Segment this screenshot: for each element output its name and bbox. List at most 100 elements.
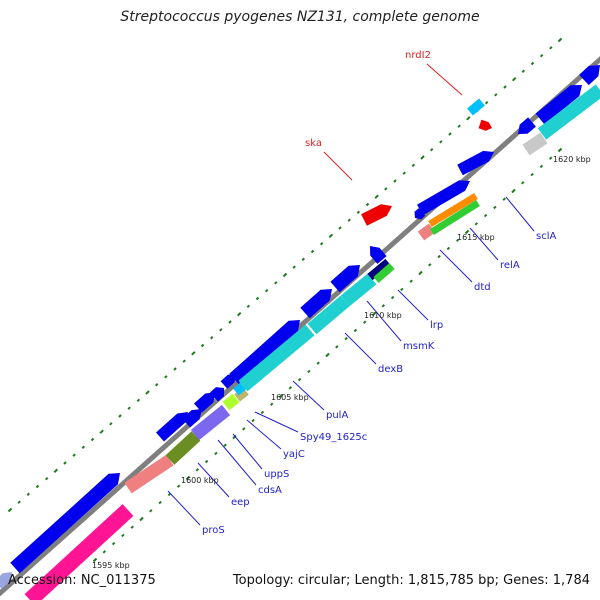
- rna-nrdi2-a[interactable]: [467, 98, 485, 116]
- outer-tick: [228, 320, 232, 324]
- gene-label-cdsa[interactable]: cdsA: [258, 485, 282, 496]
- outer-tick: [439, 140, 443, 144]
- outer-tick: [191, 351, 196, 356]
- gene-arrow-inner[interactable]: [428, 193, 478, 227]
- inner-tick: [130, 525, 134, 529]
- gene-label-pros[interactable]: proS: [202, 525, 225, 536]
- gene-arrow-outer[interactable]: [518, 117, 536, 134]
- gene-arrow-outer[interactable]: [414, 208, 426, 220]
- gene-arrow-outer[interactable]: [156, 412, 188, 442]
- inner-tick: [455, 238, 460, 242]
- gene-arrow-outer[interactable]: [457, 150, 494, 176]
- outer-tick: [338, 226, 342, 230]
- gene-arrow-outer[interactable]: [370, 246, 387, 264]
- outer-tick: [35, 484, 40, 489]
- gene-arrow-inner[interactable]: [373, 263, 395, 283]
- outer-tick: [173, 367, 177, 371]
- gene-arrow-inner[interactable]: [165, 431, 201, 465]
- gene-arrow-outer[interactable]: [210, 387, 224, 402]
- gene-arrow-outer[interactable]: [0, 572, 12, 589]
- inner-tick: [307, 369, 311, 374]
- outer-tick: [17, 500, 21, 504]
- outer-tick: [292, 265, 296, 269]
- gene-label-yajc[interactable]: yajC: [283, 449, 305, 460]
- gene-label-lrp[interactable]: lrp: [430, 320, 443, 331]
- outer-tick: [521, 69, 526, 74]
- gene-label-nrdi2[interactable]: nrdI2: [405, 50, 431, 61]
- inner-tick: [102, 550, 107, 554]
- gene-arrow-inner[interactable]: [238, 324, 315, 392]
- gene-arrow-outer[interactable]: [579, 65, 600, 86]
- outer-tick: [549, 46, 553, 50]
- gene-arrow-outer[interactable]: [220, 374, 236, 389]
- scale-label: 1610 kbp: [364, 311, 402, 320]
- gene-arrow-outer[interactable]: [229, 320, 300, 385]
- scale-labels: 1595 kbp 1600 kbp 1605 kbp 1610 kbp 1615 kbp…: [92, 155, 591, 570]
- outer-tick: [347, 218, 351, 222]
- inner-tick: [437, 254, 441, 259]
- gene-arrow-outer[interactable]: [10, 473, 120, 574]
- outer-tick: [429, 147, 434, 152]
- scale-label: 1595 kbp: [92, 561, 130, 570]
- inner-tick: [195, 468, 200, 472]
- leader-line: [232, 433, 263, 470]
- inner-tick: [493, 205, 497, 210]
- outer-tick: [264, 288, 269, 293]
- gene-label-scla[interactable]: sclA: [536, 231, 556, 242]
- scale-label: 1600 kbp: [181, 476, 219, 485]
- gene-arrow-outer[interactable]: [194, 392, 216, 413]
- outer-tick: [466, 116, 471, 121]
- gene-arrow-inner[interactable]: [522, 132, 548, 156]
- gene-arrow-outer[interactable]: [182, 409, 202, 428]
- outer-tick: [26, 492, 31, 497]
- outer-tick: [246, 304, 251, 309]
- inner-tick: [260, 410, 265, 415]
- gene-arrow-outer[interactable]: [300, 289, 332, 319]
- gene-label-upps[interactable]: uppS: [264, 469, 289, 480]
- gene-label-spy49_1625c[interactable]: Spy49_1625c: [300, 432, 367, 443]
- gene-arrow-inner[interactable]: [124, 454, 174, 494]
- gene-label-dtd[interactable]: dtd: [474, 282, 491, 293]
- gene-arrow-inner[interactable]: [234, 387, 249, 402]
- inner-tick: [353, 328, 358, 333]
- gene-arrow-inner[interactable]: [430, 200, 480, 235]
- gene-arrow-inner[interactable]: [340, 273, 377, 307]
- gene-label-rela[interactable]: relA: [500, 260, 520, 271]
- gene-arrow-inner[interactable]: [233, 382, 246, 396]
- gene-arrow-inner[interactable]: [417, 223, 436, 241]
- gene-label-dexb[interactable]: dexB: [378, 364, 403, 375]
- gene-features[interactable]: [0, 65, 600, 600]
- outer-tick: [109, 422, 113, 426]
- leader-line: [323, 151, 353, 181]
- gene-label-msmk[interactable]: msmK: [403, 341, 435, 352]
- inner-tick: [278, 393, 284, 399]
- outer-tick: [365, 202, 370, 207]
- inner-tick: [474, 222, 479, 226]
- outer-tick: [136, 398, 141, 403]
- gene-arrow-inner[interactable]: [190, 404, 231, 441]
- outer-tick: [236, 311, 242, 317]
- gene-arrow-inner[interactable]: [367, 258, 391, 281]
- outer-tick: [63, 461, 67, 465]
- outer-tick: [328, 233, 334, 239]
- gene-arrow-inner[interactable]: [222, 393, 240, 411]
- inner-tick: [362, 320, 367, 324]
- gene-arrow-outer[interactable]: [417, 180, 470, 216]
- gene-arrow-inner[interactable]: [307, 295, 350, 335]
- gene-label-ska[interactable]: ska: [305, 138, 322, 149]
- gene-label-eep[interactable]: eep: [231, 497, 250, 508]
- leader-line: [246, 419, 282, 450]
- inner-tick: [548, 156, 553, 160]
- gene-arrow-inner[interactable]: [537, 84, 600, 140]
- rna-ska[interactable]: [361, 204, 392, 226]
- rna-nrdi2-b[interactable]: [478, 119, 492, 131]
- inner-tick: [251, 418, 255, 423]
- gene-label-pula[interactable]: pulA: [326, 410, 348, 421]
- gene-arrow-inner[interactable]: [24, 504, 134, 600]
- inner-tick: [111, 541, 116, 546]
- gene-arrow-outer[interactable]: [535, 85, 582, 125]
- leader-line: [366, 300, 402, 342]
- outer-tick: [384, 187, 388, 191]
- gene-arrow-outer[interactable]: [330, 265, 360, 293]
